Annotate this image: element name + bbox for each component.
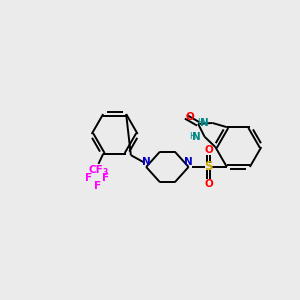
Text: F: F [94, 181, 101, 191]
Text: N: N [200, 118, 209, 128]
Text: F: F [102, 173, 109, 183]
Text: O: O [185, 112, 194, 122]
Text: O: O [204, 179, 213, 189]
Text: F: F [85, 173, 92, 183]
Text: N: N [192, 132, 201, 142]
Text: H: H [197, 118, 203, 127]
Text: S: S [204, 160, 213, 173]
Text: 3: 3 [103, 168, 108, 177]
Text: O: O [204, 145, 213, 154]
Text: CF: CF [88, 165, 103, 175]
Text: H: H [189, 132, 195, 141]
Text: N: N [142, 157, 151, 167]
Text: N: N [184, 157, 193, 167]
